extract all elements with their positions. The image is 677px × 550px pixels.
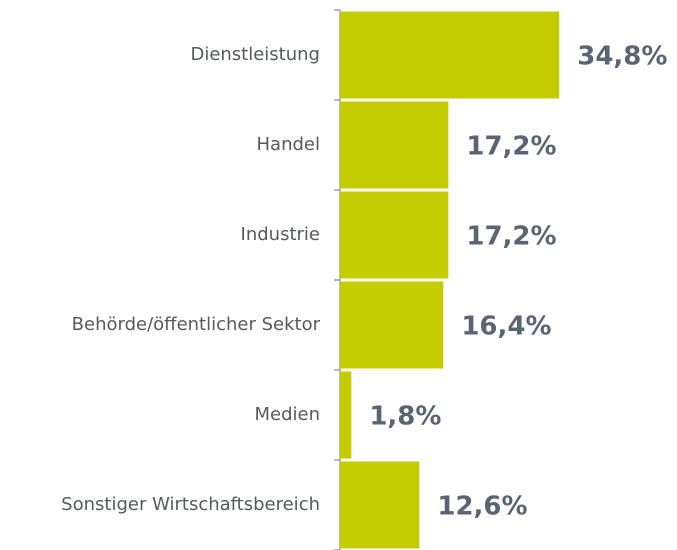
value-label: 17,2% xyxy=(466,132,556,162)
value-label: 1,8% xyxy=(369,402,441,432)
value-label: 16,4% xyxy=(461,312,551,342)
category-label: Handel xyxy=(257,134,320,155)
category-label: Sonstiger Wirtschaftsbereich xyxy=(61,494,320,515)
bar xyxy=(340,11,560,99)
bar xyxy=(340,281,444,369)
value-label: 34,8% xyxy=(577,42,667,72)
bar xyxy=(340,191,449,279)
bar xyxy=(340,371,352,459)
category-label: Behörde/öffentlicher Sektor xyxy=(72,314,321,335)
category-label: Medien xyxy=(254,404,320,425)
value-label: 12,6% xyxy=(437,492,527,522)
bar xyxy=(340,461,420,549)
category-label: Industrie xyxy=(241,224,320,245)
value-label: 17,2% xyxy=(466,222,556,252)
bar xyxy=(340,101,449,189)
category-label: Dienstleistung xyxy=(190,44,320,65)
